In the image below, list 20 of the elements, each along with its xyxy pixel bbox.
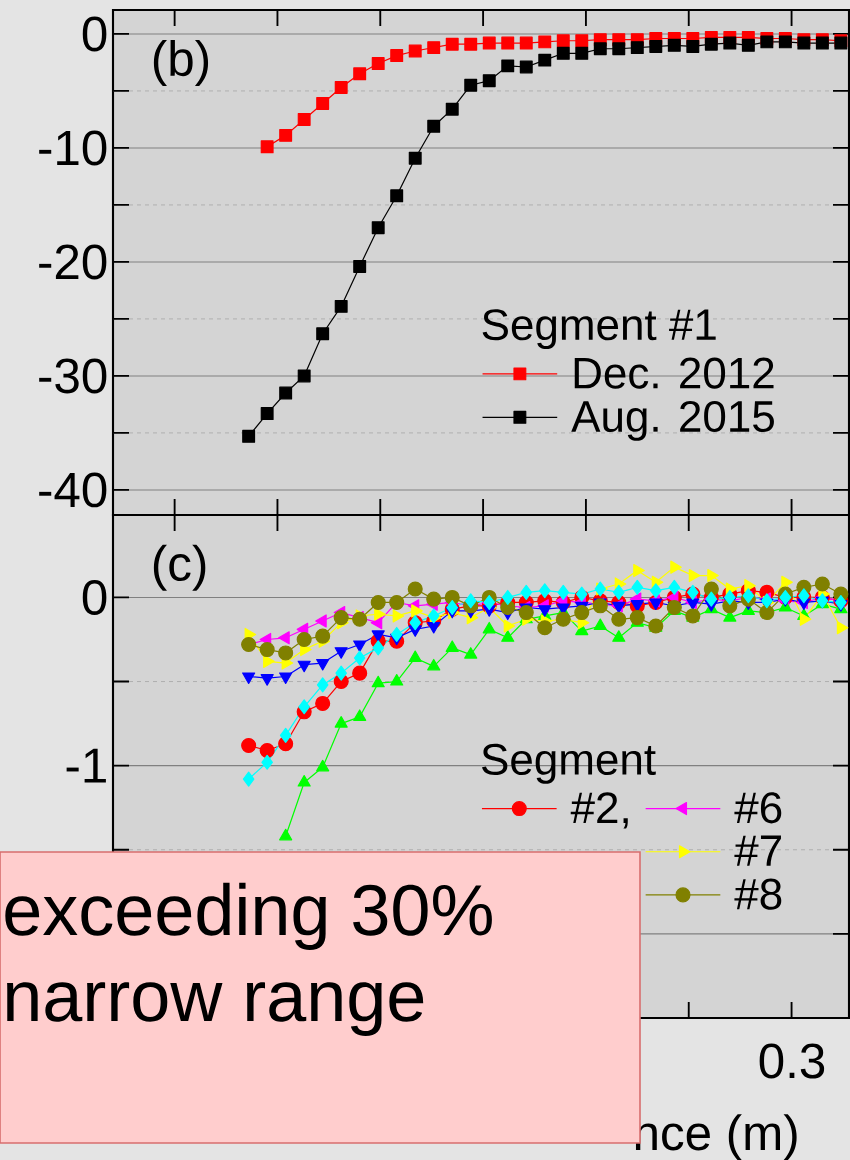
legend-label: #8 [734, 878, 782, 910]
legend-label: #6 [734, 792, 782, 824]
y-tick-label: -30 [39, 358, 107, 394]
text: 0.3 [759, 1043, 825, 1079]
legend-label: Dec. 2012 [574, 357, 774, 389]
y-tick-label: -40 [39, 472, 107, 508]
y-tick-label: 0 [82, 579, 107, 615]
y-tick-label: -20 [39, 244, 107, 280]
y-tick-label: -10 [39, 130, 107, 166]
annotation: narrow range [7, 982, 424, 1036]
y-tick-label: -1 [66, 748, 106, 783]
legend-title: Segment [482, 743, 656, 784]
text: (c) [153, 544, 206, 591]
legend-title: Segment #1 [482, 309, 716, 350]
legend-label: #7 [734, 835, 781, 866]
legend-label: #2, [570, 792, 628, 829]
annotation: exceeding 30% [5, 882, 492, 950]
y-tick-label: 0 [82, 16, 107, 52]
text: (b) [153, 39, 209, 86]
legend-label: Aug. 2015 [571, 400, 774, 441]
